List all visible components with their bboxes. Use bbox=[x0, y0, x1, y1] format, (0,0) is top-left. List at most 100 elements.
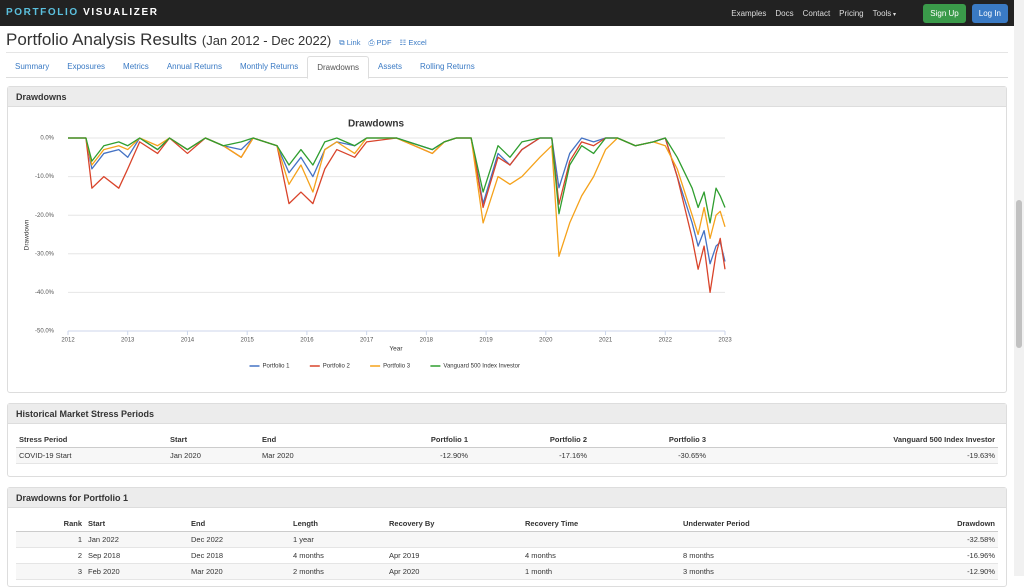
legend-label[interactable]: Portfolio 3 bbox=[383, 364, 411, 370]
column-header: Length bbox=[290, 516, 386, 532]
table-cell bbox=[522, 531, 680, 548]
table-cell: 2 months bbox=[290, 563, 386, 580]
x-tick-label: 2021 bbox=[599, 338, 613, 344]
stress-table: Stress Period Start End Portfolio 1 Portfoli… bbox=[16, 432, 998, 464]
table-cell: 2 bbox=[16, 547, 85, 564]
tab[interactable]: Exposures bbox=[67, 62, 106, 71]
export-link[interactable]: ⎙ PDF bbox=[368, 38, 392, 47]
drawdown-table: Rank Start End Length Recovery By Recovery Ti… bbox=[16, 516, 998, 580]
tab[interactable]: Drawdowns bbox=[307, 56, 370, 79]
scroll-thumb[interactable] bbox=[1016, 200, 1022, 348]
tab[interactable]: Monthly Returns bbox=[239, 62, 299, 71]
column-header: End bbox=[188, 516, 290, 532]
table-row: 2 Sep 2018 Dec 2018 4 months Apr 2019 4 month… bbox=[16, 547, 998, 564]
table-cell: Sep 2018 bbox=[85, 547, 188, 564]
column-header: Stress Period bbox=[16, 432, 167, 448]
nav-link[interactable]: Pricing bbox=[839, 9, 864, 18]
legend-label[interactable]: Portfolio 1 bbox=[263, 364, 291, 370]
column-header: Drawdown bbox=[841, 516, 998, 532]
series-line bbox=[68, 137, 726, 265]
export-link-text: Link bbox=[346, 38, 361, 47]
tab[interactable]: Rolling Returns bbox=[420, 62, 475, 71]
table-cell: 1 month bbox=[522, 563, 680, 580]
tab[interactable]: Summary bbox=[15, 62, 50, 71]
header-row: Stress Period Start End Portfolio 1 Portfoli… bbox=[16, 432, 998, 448]
x-tick-label: 2015 bbox=[241, 338, 255, 344]
table-cell: 1 year bbox=[290, 531, 386, 548]
table-cell: 3 bbox=[16, 563, 85, 580]
table-cell: Mar 2020 bbox=[188, 563, 290, 580]
table-row: 1 Jan 2022 Dec 2022 1 year -32.58% bbox=[16, 531, 998, 548]
nav-link[interactable]: Docs bbox=[775, 9, 794, 18]
table-cell: -12.90% bbox=[841, 563, 998, 580]
nav-button[interactable]: Sign Up bbox=[923, 4, 966, 23]
nav-link[interactable]: Tools ▾ bbox=[872, 9, 896, 18]
y-tick-label: -20.0% bbox=[35, 213, 55, 219]
brand[interactable]: PORTFOLIO VISUALIZER bbox=[6, 7, 159, 18]
column-header: Portfolio 2 bbox=[471, 432, 590, 448]
legend-label[interactable]: Portfolio 2 bbox=[323, 364, 351, 370]
column-header: Vanguard 500 Index Investor bbox=[709, 432, 998, 448]
y-axis-label: Drawdown bbox=[24, 219, 31, 250]
table-row: COVID-19 Start Jan 2020 Mar 2020 -12.90% -17… bbox=[16, 447, 998, 464]
nav-button[interactable]: Log In bbox=[971, 4, 1008, 23]
table-cell: -19.63% bbox=[709, 447, 998, 464]
export-link-text: Excel bbox=[408, 38, 427, 47]
brand-text: VISUALIZER bbox=[83, 7, 159, 18]
x-tick-label: 2020 bbox=[539, 338, 553, 344]
table-cell: -30.65% bbox=[590, 447, 709, 464]
table-body: COVID-19 Start Jan 2020 Mar 2020 -12.90% -17… bbox=[16, 447, 998, 464]
y-tick-label: -30.0% bbox=[35, 251, 55, 257]
x-axis-label: Year bbox=[389, 346, 403, 353]
nav-buttons: Sign Up Log In bbox=[923, 4, 1008, 23]
tabs: Summary Exposures Metrics Annual Returns Mon… bbox=[6, 56, 1008, 79]
chart-title: Drawdowns bbox=[348, 119, 405, 130]
y-tick-label: -40.0% bbox=[35, 290, 55, 296]
table-cell: Mar 2020 bbox=[259, 447, 361, 464]
column-header: Recovery By bbox=[386, 516, 522, 532]
y-tick-label: 0.0% bbox=[40, 136, 54, 142]
table-cell: 4 months bbox=[290, 547, 386, 564]
table-cell: Jan 2020 bbox=[167, 447, 259, 464]
tab[interactable]: Annual Returns bbox=[166, 62, 222, 71]
table-cell: COVID-19 Start bbox=[16, 447, 167, 464]
divider bbox=[6, 52, 1008, 53]
column-header: Recovery Time bbox=[522, 516, 680, 532]
table-cell bbox=[386, 531, 522, 548]
table-cell: 8 months bbox=[680, 547, 841, 564]
table-cell: Dec 2018 bbox=[188, 547, 290, 564]
stress-panel: Historical Market Stress Periods Stress … bbox=[7, 403, 1007, 477]
x-tick-label: 2023 bbox=[718, 338, 732, 344]
export-link[interactable]: ⧉ Link bbox=[339, 38, 361, 47]
tab[interactable]: Assets bbox=[378, 62, 403, 71]
panel-title: Drawdowns for Portfolio 1 bbox=[8, 488, 1006, 508]
series-line bbox=[68, 137, 726, 257]
export-link[interactable]: ☷ Excel bbox=[399, 38, 427, 47]
column-header: End bbox=[259, 432, 361, 448]
legend-label[interactable]: Vanguard 500 Index Investor bbox=[443, 364, 520, 370]
header-row: Rank Start End Length Recovery By Recovery Ti… bbox=[16, 516, 998, 532]
x-tick-label: 2019 bbox=[479, 338, 493, 344]
nav-links: Examples Docs Contact Pricing Tools ▾ bbox=[731, 9, 896, 18]
table-cell: -17.16% bbox=[471, 447, 590, 464]
x-tick-label: 2018 bbox=[420, 338, 434, 344]
x-tick-label: 2012 bbox=[61, 338, 75, 344]
x-tick-label: 2016 bbox=[300, 338, 314, 344]
table-cell: Feb 2020 bbox=[85, 563, 188, 580]
table-body: 1 Jan 2022 Dec 2022 1 year -32.58% 2 Sep 2018 D… bbox=[16, 531, 998, 580]
column-header: Portfolio 1 bbox=[361, 432, 471, 448]
panel-title: Historical Market Stress Periods bbox=[8, 404, 1006, 424]
brand-text: PORTFOLIO bbox=[6, 7, 79, 18]
page-header: Portfolio Analysis Results (Jan 2012 - D… bbox=[6, 30, 427, 50]
chart: Drawdowns Drawdown Year 0.0% -10.0% -20.0%… bbox=[24, 119, 733, 370]
nav-link[interactable]: Examples bbox=[731, 9, 767, 18]
period: (Jan 2012 - Dec 2022) bbox=[201, 33, 332, 48]
table-cell bbox=[680, 531, 841, 548]
tab[interactable]: Metrics bbox=[123, 62, 149, 71]
column-header: Portfolio 3 bbox=[590, 432, 709, 448]
nav-link[interactable]: Contact bbox=[802, 9, 831, 18]
x-tick-label: 2013 bbox=[121, 338, 135, 344]
column-header: Start bbox=[167, 432, 259, 448]
x-tick-label: 2017 bbox=[360, 338, 374, 344]
